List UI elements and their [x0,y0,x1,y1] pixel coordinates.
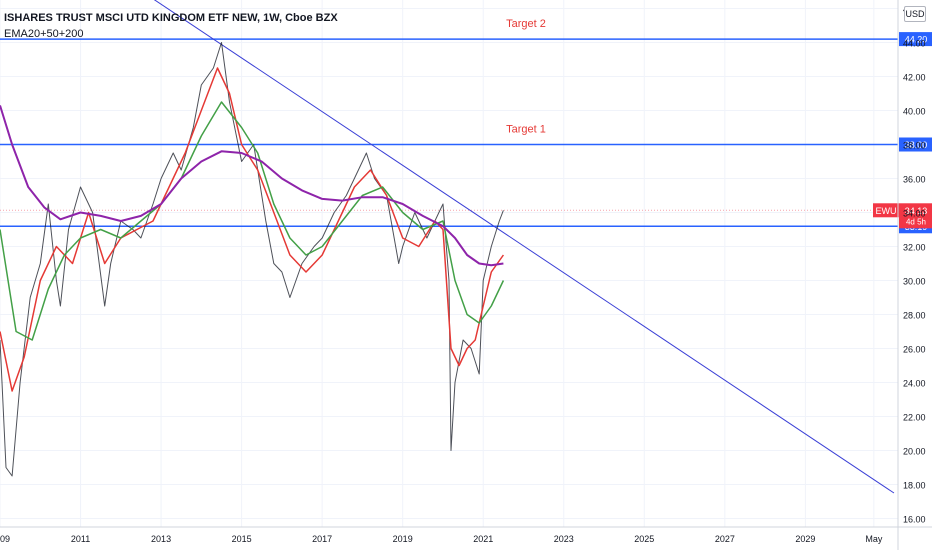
x-tick-label: 2011 [71,534,90,544]
x-tick-label: 2029 [795,534,815,544]
annotations: Target 1 Target 2 [506,18,546,135]
x-tick-label: 2027 [715,534,735,544]
target-1-label: Target 1 [506,124,546,136]
series-group [0,42,505,477]
x-tick-label: 2009 [0,534,10,544]
x-tick-label: 2013 [151,534,171,544]
chart-legend: ISHARES TRUST MSCI UTD KINGDOM ETF NEW, … [4,10,338,42]
level-price-badge [899,32,932,47]
trendline [153,0,895,494]
last-price-label: 34.13 [905,206,928,216]
x-tick-label: 2019 [393,534,413,544]
last-price-badge [899,203,932,229]
ema200-series-line [0,105,504,267]
level-price-label: 44.20 [905,35,928,45]
last-symbol-badge [873,203,899,218]
level-price-badge [899,137,932,152]
y-tick-label: 16.00 [903,515,926,525]
y-tick-label: 30.00 [903,277,926,287]
indicator-label: EMA20+50+200 [4,28,84,40]
x-tick-label: 2017 [312,534,332,544]
ema50-series-line [0,101,505,341]
currency-button[interactable]: USD [904,6,926,22]
target-2-label: Target 2 [506,18,546,30]
y-tick-label: 24.00 [903,379,926,389]
y-tick-label: 44.00 [903,39,926,49]
x-tick-label: 2025 [634,534,654,544]
price-series-line [0,42,504,477]
x-tick-label: 2015 [232,534,252,544]
grid [0,0,898,527]
x-tick-label: 2023 [554,534,574,544]
x-tick-label: May [865,534,883,544]
y-tick-label: 26.00 [903,345,926,355]
ema20-series-line [0,67,505,392]
x-tick-label: 2021 [473,534,493,544]
last-symbol-label: EWU [876,206,897,216]
y-tick-label: 36.00 [903,175,926,185]
y-tick-label: 34.00 [903,209,926,219]
y-tick-label: 40.00 [903,107,926,117]
y-tick-label: 22.00 [903,413,926,423]
last-countdown-label: 4d 5h [906,217,926,226]
y-tick-label: 18.00 [903,481,926,491]
symbol-title: ISHARES TRUST MSCI UTD KINGDOM ETF NEW, … [4,12,338,24]
y-tick-label: 28.00 [903,311,926,321]
level-price-label: 38.00 [905,140,928,150]
y-tick-label: 20.00 [903,447,926,457]
trendline-group [153,0,895,494]
y-tick-label: 42.00 [903,73,926,83]
y-tick-label: 38.00 [903,141,926,151]
y-tick-label: 32.00 [903,243,926,253]
